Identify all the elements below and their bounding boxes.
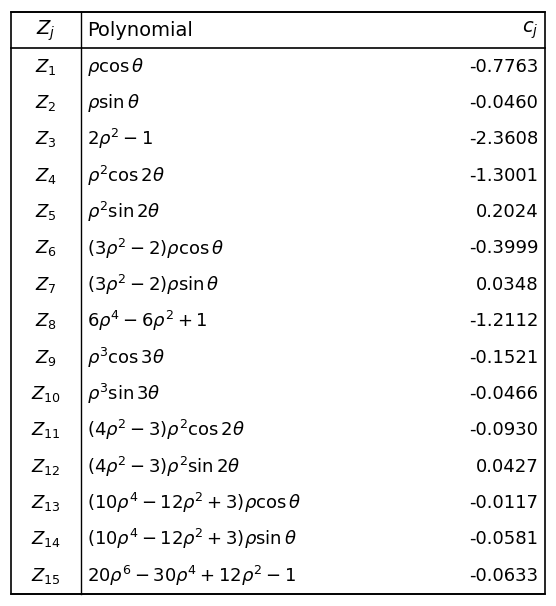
Text: -0.7763: -0.7763 bbox=[469, 58, 538, 76]
Text: -0.0460: -0.0460 bbox=[469, 94, 538, 112]
Text: $Z_5$: $Z_5$ bbox=[35, 202, 57, 222]
Text: $2\rho^2-1$: $2\rho^2-1$ bbox=[87, 127, 153, 152]
Text: $Z_{15}$: $Z_{15}$ bbox=[31, 565, 61, 586]
Text: $(3\rho^2-2)\rho\sin\theta$: $(3\rho^2-2)\rho\sin\theta$ bbox=[87, 273, 220, 297]
Text: $(4\rho^2-3)\rho^2\sin 2\theta$: $(4\rho^2-3)\rho^2\sin 2\theta$ bbox=[87, 454, 241, 479]
Text: -0.0117: -0.0117 bbox=[469, 494, 538, 512]
Text: $Z_j$: $Z_j$ bbox=[36, 18, 56, 42]
Text: -0.0633: -0.0633 bbox=[469, 567, 538, 585]
Text: $Z_7$: $Z_7$ bbox=[35, 275, 57, 295]
Text: $Z_9$: $Z_9$ bbox=[35, 347, 57, 368]
Text: Polynomial: Polynomial bbox=[87, 21, 193, 40]
Text: -0.0466: -0.0466 bbox=[469, 385, 538, 403]
Text: -0.0581: -0.0581 bbox=[469, 530, 538, 548]
Text: $20\rho^6-30\rho^4+12\rho^2-1$: $20\rho^6-30\rho^4+12\rho^2-1$ bbox=[87, 564, 296, 588]
Text: -0.3999: -0.3999 bbox=[469, 239, 538, 258]
Text: 0.2024: 0.2024 bbox=[475, 203, 538, 221]
Text: -1.2112: -1.2112 bbox=[469, 312, 538, 330]
Text: $\rho^3\sin 3\theta$: $\rho^3\sin 3\theta$ bbox=[87, 382, 161, 406]
Text: 0.0427: 0.0427 bbox=[475, 458, 538, 476]
Text: $Z_{13}$: $Z_{13}$ bbox=[31, 493, 61, 513]
Text: $\rho^2\cos 2\theta$: $\rho^2\cos 2\theta$ bbox=[87, 164, 165, 188]
Text: -1.3001: -1.3001 bbox=[469, 167, 538, 185]
Text: -0.1521: -0.1521 bbox=[469, 348, 538, 367]
Text: $Z_4$: $Z_4$ bbox=[35, 165, 57, 186]
Text: $(10\rho^4-12\rho^2+3)\rho\sin\theta$: $(10\rho^4-12\rho^2+3)\rho\sin\theta$ bbox=[87, 527, 297, 551]
FancyBboxPatch shape bbox=[11, 12, 545, 594]
Text: $Z_{14}$: $Z_{14}$ bbox=[31, 529, 61, 550]
Text: $Z_1$: $Z_1$ bbox=[35, 56, 57, 77]
Text: $\rho\sin\theta$: $\rho\sin\theta$ bbox=[87, 92, 140, 114]
Text: $\rho\cos\theta$: $\rho\cos\theta$ bbox=[87, 56, 145, 78]
Text: $Z_3$: $Z_3$ bbox=[35, 129, 57, 150]
Text: $(4\rho^2-3)\rho^2\cos 2\theta$: $(4\rho^2-3)\rho^2\cos 2\theta$ bbox=[87, 418, 245, 442]
Text: $(3\rho^2-2)\rho\cos\theta$: $(3\rho^2-2)\rho\cos\theta$ bbox=[87, 236, 224, 261]
Text: -0.0930: -0.0930 bbox=[469, 421, 538, 439]
Text: -2.3608: -2.3608 bbox=[469, 130, 538, 148]
Text: 0.0348: 0.0348 bbox=[475, 276, 538, 294]
Text: $Z_{10}$: $Z_{10}$ bbox=[31, 384, 61, 404]
Text: $Z_8$: $Z_8$ bbox=[35, 311, 57, 331]
Text: $c_j$: $c_j$ bbox=[522, 19, 538, 41]
Text: $\rho^2\sin 2\theta$: $\rho^2\sin 2\theta$ bbox=[87, 200, 161, 224]
Text: $Z_2$: $Z_2$ bbox=[35, 93, 57, 113]
Text: $\rho^3\cos 3\theta$: $\rho^3\cos 3\theta$ bbox=[87, 345, 165, 370]
Text: $(10\rho^4-12\rho^2+3)\rho\cos\theta$: $(10\rho^4-12\rho^2+3)\rho\cos\theta$ bbox=[87, 491, 301, 515]
Text: $Z_{12}$: $Z_{12}$ bbox=[31, 456, 61, 477]
Text: $6\rho^4-6\rho^2+1$: $6\rho^4-6\rho^2+1$ bbox=[87, 309, 207, 333]
Text: $Z_6$: $Z_6$ bbox=[35, 238, 57, 259]
Text: $Z_{11}$: $Z_{11}$ bbox=[31, 420, 61, 441]
